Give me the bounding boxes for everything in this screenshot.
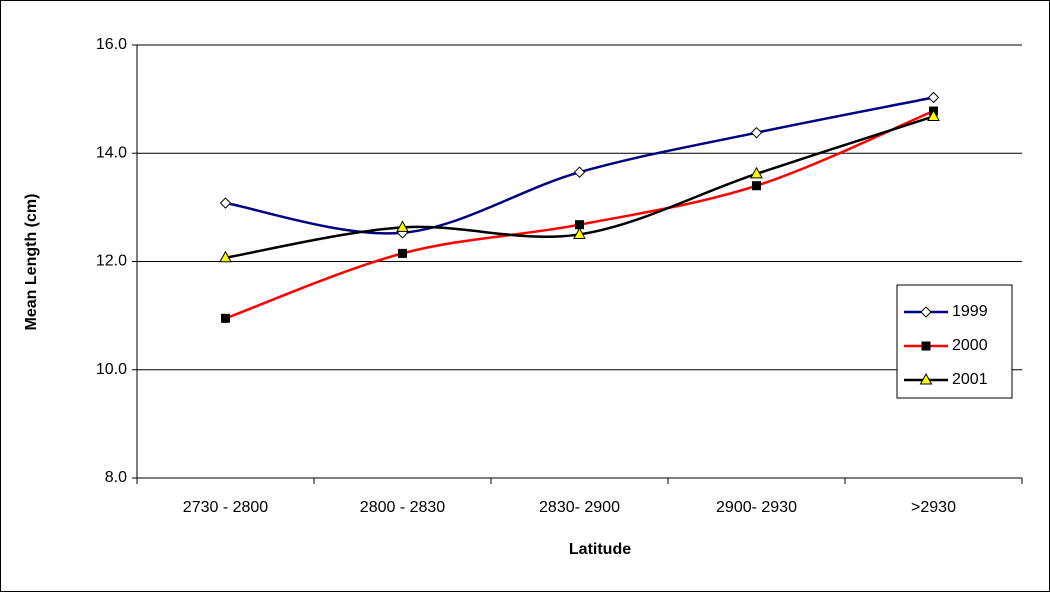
marker (573, 227, 586, 239)
y-axis-title: Mean Length (cm) (23, 194, 40, 331)
marker (927, 91, 940, 104)
marker (398, 248, 407, 258)
marker (927, 109, 940, 121)
legend-label: 1999 (952, 303, 988, 320)
marker (921, 341, 931, 351)
x-axis-title: Latitude (569, 541, 631, 558)
marker (221, 313, 230, 323)
marker (219, 197, 232, 209)
x-tick-label: 2730 - 2800 (183, 499, 269, 516)
legend-label: 2001 (952, 371, 988, 388)
marker (219, 250, 232, 263)
marker (750, 166, 763, 179)
legend-label: 2000 (952, 337, 988, 354)
marker (396, 220, 409, 232)
marker (919, 372, 933, 385)
marker (750, 126, 763, 139)
x-tick-label: 2800 - 2830 (360, 499, 446, 516)
x-tick-label: 2900- 2930 (716, 499, 797, 516)
x-tick-label: 2830- 2900 (539, 499, 620, 516)
x-tick-label: >2930 (911, 499, 956, 516)
marker (573, 166, 586, 178)
y-tick-label: 12.0 (96, 253, 127, 270)
y-tick-label: 10.0 (96, 361, 127, 378)
y-tick-label: 8.0 (105, 469, 127, 486)
marker (920, 306, 932, 318)
legend: 1999 2000 2001 (896, 284, 1013, 399)
y-tick-label: 14.0 (96, 144, 127, 161)
marker (752, 181, 761, 191)
y-tick-label: 16.0 (96, 36, 127, 53)
